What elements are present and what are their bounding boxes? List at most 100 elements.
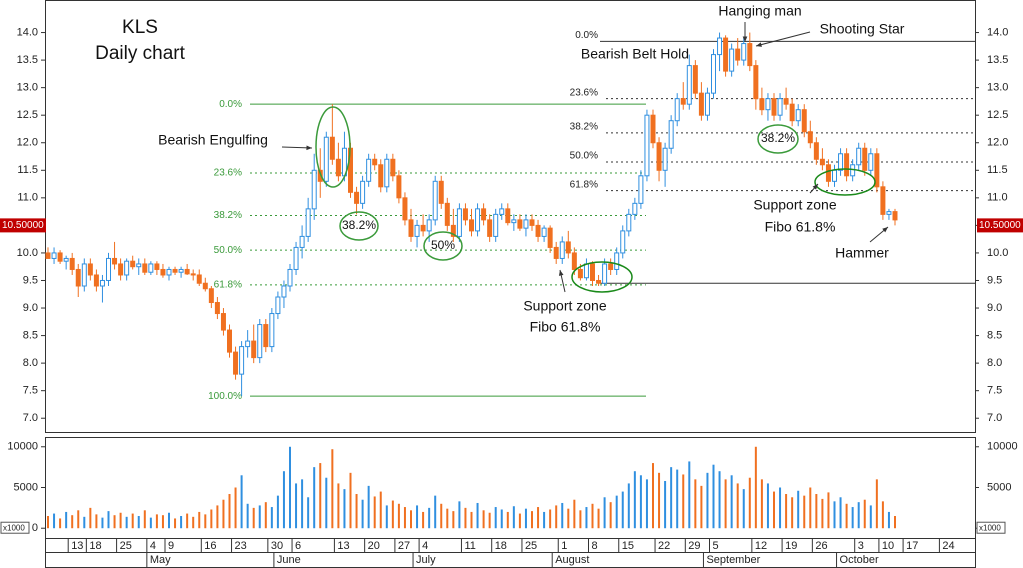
candle-body — [874, 153, 880, 188]
candle-body — [432, 180, 438, 221]
candle-body — [650, 114, 656, 144]
volume-bar — [174, 518, 177, 529]
annotation: Shooting Star — [820, 21, 905, 37]
candle-body — [475, 208, 481, 232]
fib-label: 38.2% — [570, 121, 598, 132]
volume-bar — [894, 516, 896, 529]
x-tick-label: 5 — [713, 540, 719, 552]
volume-bar — [168, 512, 170, 529]
volume-bar — [537, 507, 540, 529]
volume-bar — [397, 503, 400, 529]
x-tick-label: 25 — [525, 540, 537, 552]
volume-bar — [282, 471, 285, 529]
candle-body — [801, 109, 807, 133]
annotation: Support zone — [523, 298, 606, 314]
volume-bar — [488, 512, 491, 529]
candle-body — [717, 37, 723, 56]
volume-bar — [186, 513, 189, 529]
volume-bar — [615, 495, 618, 529]
volume-bar — [113, 515, 116, 529]
volume-bar — [875, 479, 878, 529]
arrow-head — [742, 36, 748, 42]
volume-bar — [71, 515, 74, 529]
volume-bar — [143, 510, 146, 529]
volume-bar — [180, 516, 183, 529]
volume-bar — [422, 511, 425, 529]
volume-bar — [77, 510, 80, 529]
candle-body — [529, 219, 535, 226]
candle-body — [892, 211, 898, 221]
candle-body — [680, 98, 686, 105]
candle-body — [880, 186, 886, 215]
last-price-label: 10.50000 — [979, 220, 1021, 231]
candle-body — [311, 169, 317, 210]
volume-bar — [107, 511, 110, 529]
x-tick-label: 27 — [398, 540, 410, 552]
candle-body — [832, 169, 837, 182]
candle-body — [602, 263, 608, 284]
candle-body — [378, 164, 384, 188]
volume-bar — [89, 507, 92, 529]
y2-tick-label: 8.5 — [987, 329, 1002, 341]
candle-body — [329, 136, 335, 160]
x-tick-label: 22 — [658, 540, 670, 552]
fib-label: 100.0% — [208, 391, 242, 402]
candle-body — [819, 158, 825, 166]
x-tick-label: 29 — [688, 540, 700, 552]
candle-body — [384, 158, 390, 188]
volume-bar — [53, 513, 56, 529]
annotation: Bearish Belt Hold — [581, 46, 689, 62]
x-tick-label: 6 — [295, 540, 301, 552]
volume-bar — [609, 502, 612, 529]
candle-body — [426, 219, 432, 232]
volume-bar — [524, 508, 527, 529]
volume-bar — [736, 483, 739, 529]
volume-bar — [101, 517, 104, 529]
candle-body — [565, 241, 571, 254]
candle-body — [420, 224, 426, 232]
x-tick-label: 26 — [815, 540, 827, 552]
candle-body — [251, 340, 257, 359]
volume-bar — [742, 489, 745, 529]
candle-body — [220, 313, 226, 331]
volume-bar — [500, 509, 503, 529]
volume-bar — [676, 469, 679, 529]
volume-bar — [851, 507, 854, 529]
volume-bar — [258, 505, 261, 529]
volume-bar — [458, 501, 461, 529]
volume-bar — [694, 479, 697, 529]
volume-unit: x1000 — [3, 523, 25, 532]
volume-bar — [573, 499, 576, 529]
volume-bar — [385, 505, 388, 529]
y2-tick-label: 13.5 — [987, 54, 1008, 66]
volume-bar — [555, 505, 558, 529]
candle-body — [753, 65, 759, 100]
candle-body — [202, 282, 208, 290]
volume-bar — [446, 508, 449, 529]
volume-bar — [597, 508, 600, 529]
volume-bar — [222, 499, 225, 529]
volume-bar — [839, 497, 842, 529]
volume-bar — [512, 506, 515, 529]
volume-bar — [585, 507, 588, 529]
y2-tick-label: 8.0 — [987, 357, 1002, 369]
y-tick-label: 8.5 — [23, 329, 38, 341]
candle-body — [233, 351, 239, 375]
candle-body — [402, 197, 408, 221]
x-tick-label: 1 — [561, 540, 567, 552]
candle-body — [686, 65, 692, 105]
candle-body — [462, 208, 468, 221]
volume-bar — [331, 449, 334, 529]
volume-bar — [403, 507, 406, 529]
candle-body — [245, 340, 251, 348]
candle-body — [583, 263, 589, 279]
candle-body — [644, 114, 650, 177]
candle-body — [771, 98, 777, 116]
candle-body — [450, 224, 456, 237]
volume-bar — [295, 483, 298, 529]
volume-bar — [452, 511, 455, 529]
fib-label: 0.0% — [219, 99, 242, 110]
candle-body — [638, 175, 644, 204]
x-tick-label: 16 — [204, 540, 216, 552]
volume-bar — [700, 485, 703, 529]
